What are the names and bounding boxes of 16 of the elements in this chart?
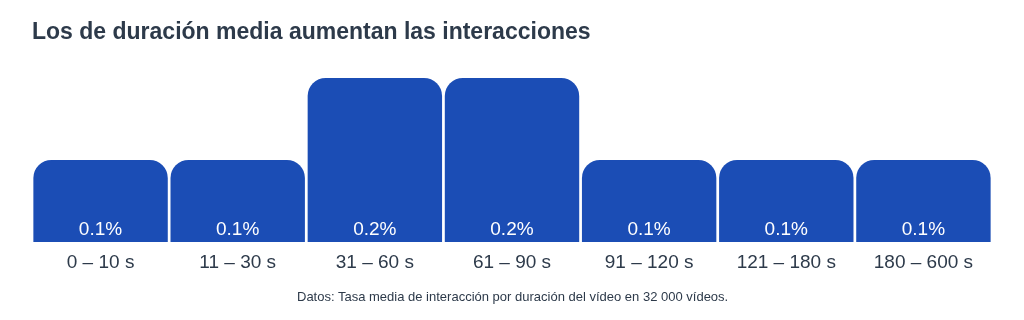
data-label: 0.1% <box>216 218 260 239</box>
x-tick-label: 61 – 90 s <box>472 251 552 272</box>
data-label: 0.2% <box>353 218 397 239</box>
data-label: 0.1% <box>764 218 808 239</box>
x-tick-label: 91 – 120 s <box>604 251 694 272</box>
data-label: 0.2% <box>490 218 534 239</box>
text: Datos: Tasa media de interacción por duración del vídeo en 32 000 vídeos. <box>297 289 729 304</box>
chart-title: Los de duración media aumentan las interacciones <box>32 17 591 44</box>
x-tick-label: 121 – 180 s <box>736 251 836 272</box>
data-label: 0.1% <box>627 218 671 239</box>
x-tick-label: 31 – 60 s <box>335 251 414 272</box>
x-tick-label: 11 – 30 s <box>199 251 277 272</box>
data-label: 0.1% <box>78 218 123 239</box>
x-tick-label: 0 – 10 s <box>66 251 135 272</box>
data-label: 0.1% <box>901 218 946 239</box>
x-tick-label: 180 – 600 s <box>873 251 974 272</box>
